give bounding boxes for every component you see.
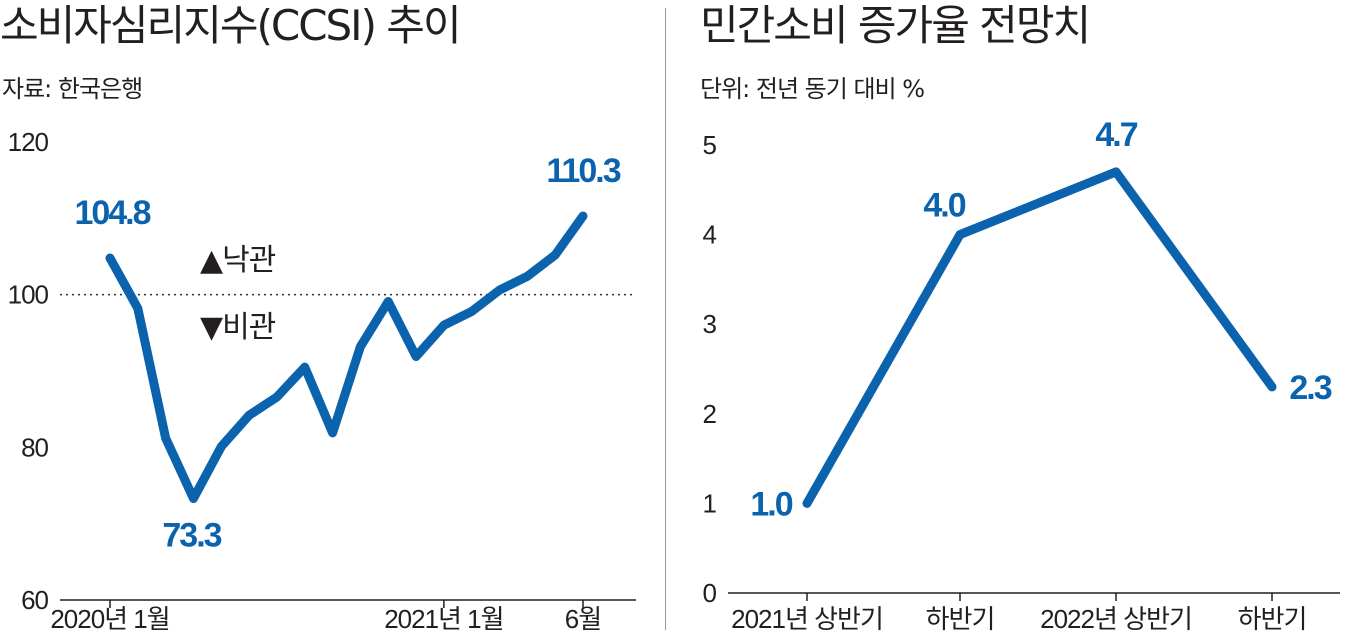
y-tick-label: 2: [703, 399, 717, 429]
x-tick-label: 2020년 1월: [50, 604, 169, 634]
data-label: 4.0: [923, 187, 965, 225]
x-tick-label: 2021년 1월: [384, 604, 503, 634]
ccsi-series-line: [105, 211, 588, 503]
panel-divider: [665, 8, 666, 630]
y-tick-label: 100: [8, 280, 49, 310]
y-tick-label: 1: [703, 488, 717, 518]
left-chart-title: 소비자심리지수(CCSI) 추이: [0, 1, 462, 50]
data-label: 73.3: [162, 516, 221, 554]
data-label: 2.3: [1289, 369, 1331, 407]
x-tick-label: 하반기: [926, 604, 995, 634]
y-tick-label: 3: [703, 309, 717, 339]
data-label: 104.8: [74, 194, 150, 232]
y-tick-label: 80: [21, 432, 48, 462]
optimism-annotation: ▲낙관: [200, 243, 276, 278]
x-tick-label: 2022년 상반기: [1040, 604, 1192, 634]
y-tick-label: 120: [8, 127, 49, 157]
consumption-series-line: [802, 167, 1277, 508]
x-tick-label: 2021년 상반기: [731, 604, 883, 634]
x-tick-label: 6월: [565, 604, 601, 634]
right-chart-unit: 단위: 전년 동기 대비 %: [700, 75, 925, 103]
pessimism-annotation: ▼비관: [200, 310, 276, 345]
y-tick-label: 60: [21, 585, 48, 615]
data-label: 1.0: [750, 485, 792, 523]
data-label: 4.7: [1095, 116, 1137, 154]
data-label: 110.3: [546, 152, 620, 190]
right-chart-title: 민간소비 증가율 전망치: [700, 1, 1091, 50]
y-tick-label: 5: [703, 130, 717, 160]
y-tick-label: 4: [703, 220, 717, 250]
y-tick-label: 0: [703, 578, 717, 608]
x-tick-label: 하반기: [1238, 604, 1307, 634]
left-chart-source: 자료: 한국은행: [2, 75, 143, 103]
